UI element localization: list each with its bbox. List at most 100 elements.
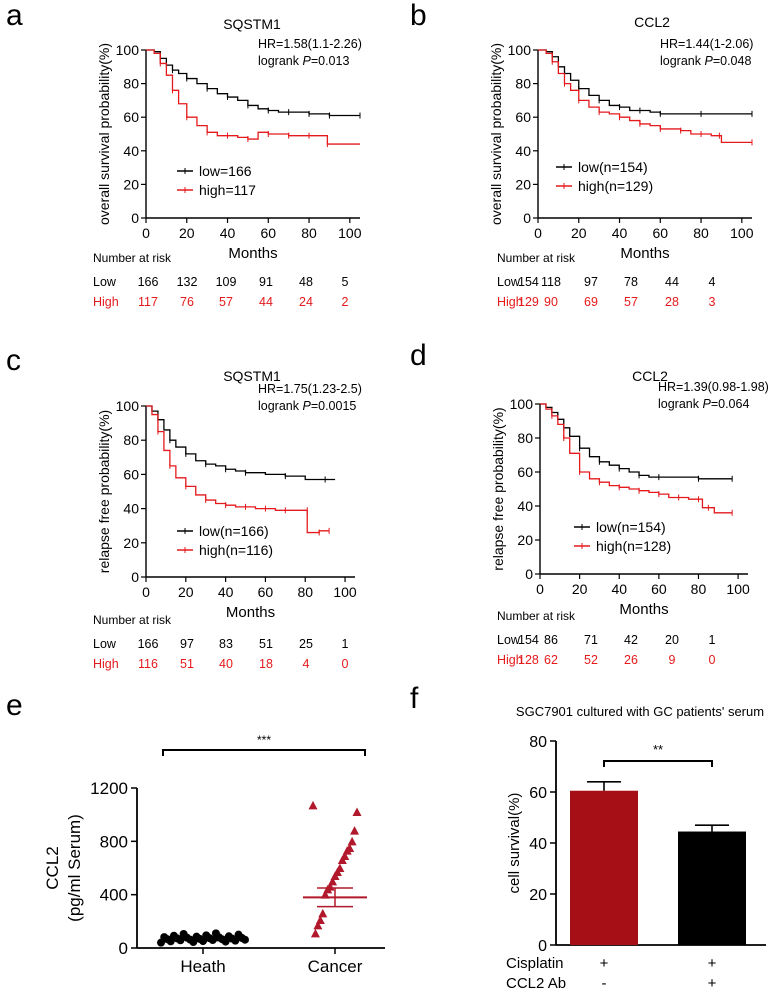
x-tick-label: 0 xyxy=(142,584,150,600)
x-tick-label: 40 xyxy=(611,581,627,597)
risk-value-low: 51 xyxy=(259,637,273,651)
y-tick-label: 80 xyxy=(529,734,547,751)
data-point xyxy=(179,930,188,938)
risk-value-low: 83 xyxy=(219,637,233,651)
x-tick-label: Heath xyxy=(180,957,225,976)
x-tick-label: 40 xyxy=(612,225,628,241)
y-tick-label: 100 xyxy=(116,398,140,414)
risk-value-high: 129 xyxy=(518,295,539,309)
risk-row-label-low: Low xyxy=(93,637,117,651)
data-point xyxy=(352,807,362,816)
y-axis-label: overall survival probability(%) xyxy=(96,43,112,225)
x-tick-label: 60 xyxy=(260,225,276,241)
y-axis-label: relapse free probability(%) xyxy=(96,410,112,573)
risk-value-low: 118 xyxy=(541,275,561,289)
censor-marks xyxy=(159,60,328,148)
legend-label: high(n=129) xyxy=(578,178,653,194)
risk-value-low: 132 xyxy=(177,275,198,289)
x-axis-label: Months xyxy=(619,601,668,618)
risk-value-low: 71 xyxy=(584,633,598,647)
risk-value-low: 5 xyxy=(342,275,349,289)
y-tick-label: 0 xyxy=(525,566,533,582)
y-tick-label: 40 xyxy=(123,501,139,517)
risk-value-high: 9 xyxy=(669,653,676,667)
km-panel-a: 0 20 40 60 80 100 0 20 40 60 80 100 SQSTM1 Months over… xyxy=(93,16,362,309)
risk-value-high: 52 xyxy=(584,653,598,667)
survival-curve-low xyxy=(146,405,336,481)
risk-value-high: 90 xyxy=(544,295,558,309)
risk-value-high: 57 xyxy=(219,295,233,309)
risk-value-high: 57 xyxy=(624,295,638,309)
y-tick-label: 20 xyxy=(515,176,531,192)
y-tick-label: 40 xyxy=(529,836,547,853)
y-tick-label: 0 xyxy=(131,569,139,585)
x-tick-label: 20 xyxy=(179,225,195,241)
y-tick-label: 60 xyxy=(515,109,531,125)
censor-marks xyxy=(551,412,733,516)
legend-label: low(n=154) xyxy=(596,519,666,535)
x-tick-label: 100 xyxy=(338,225,362,241)
x-tick-label: 100 xyxy=(730,225,754,241)
data-point xyxy=(337,855,347,864)
risk-value-low: 166 xyxy=(138,637,159,651)
y-tick-label: 60 xyxy=(517,464,533,480)
km-panel-d: 0 20 40 60 80 100 0 20 40 60 80 100 CCL2 Months relaps… xyxy=(490,368,769,667)
risk-value-low: 78 xyxy=(624,275,638,289)
risk-value-high: 44 xyxy=(259,295,273,309)
data-point xyxy=(202,931,211,940)
data-point xyxy=(318,908,328,918)
risk-table-header: Number at risk xyxy=(93,613,172,627)
panel-letter: f xyxy=(410,682,419,715)
logrank-p: logrank P=0.013 xyxy=(258,54,349,68)
y-tick-label: 20 xyxy=(517,532,533,548)
risk-value-low: 48 xyxy=(299,275,313,289)
risk-value-high: 4 xyxy=(303,657,310,671)
x-tick-label: Cancer xyxy=(308,957,363,976)
y-axis-label: overall survival probability(%) xyxy=(488,43,504,225)
y-tick-label: 800 xyxy=(100,832,128,851)
risk-row-label-high: High xyxy=(497,295,523,309)
data-point xyxy=(347,836,357,846)
risk-value-low: 97 xyxy=(180,637,194,651)
data-point xyxy=(169,931,178,940)
x-tick-label: 80 xyxy=(693,225,709,241)
risk-value-high: 69 xyxy=(584,295,598,309)
hazard-ratio: HR=1.44(1-2.06) xyxy=(660,37,753,51)
risk-value-high: 117 xyxy=(138,295,158,309)
logrank-p: logrank P=0.064 xyxy=(658,397,749,411)
risk-row-label-low: Low xyxy=(93,275,117,289)
panel-letter: d xyxy=(410,339,427,372)
censor-marks xyxy=(551,58,753,146)
risk-value-low: 1 xyxy=(709,633,716,647)
y-tick-label: 80 xyxy=(123,76,139,92)
risk-value-low: 86 xyxy=(544,633,558,647)
chart-title: SQSTM1 xyxy=(223,368,281,384)
x-tick-label: 80 xyxy=(297,584,313,600)
x-axis-label: Months xyxy=(620,245,669,262)
data-point xyxy=(234,930,243,939)
x-tick-label: 0 xyxy=(536,581,544,597)
risk-row-label-low: Low xyxy=(497,633,521,647)
y-tick-label: 80 xyxy=(123,432,139,448)
y-tick-label: 100 xyxy=(510,396,534,412)
y-tick-label: 60 xyxy=(529,785,547,802)
data-point xyxy=(310,928,320,938)
y-tick-label: 40 xyxy=(515,143,531,159)
risk-value-high: 26 xyxy=(624,653,638,667)
x-tick-label: 40 xyxy=(218,584,234,600)
y-tick-label: 0 xyxy=(538,938,547,955)
y-tick-label: 20 xyxy=(529,887,547,904)
y-tick-label: 100 xyxy=(116,42,140,58)
chart-title: CCL2 xyxy=(632,368,668,384)
condition-mark: + xyxy=(600,955,609,972)
data-point xyxy=(160,933,169,942)
y-tick-label: 80 xyxy=(517,430,533,446)
data-point xyxy=(211,929,220,938)
risk-value-low: 1 xyxy=(342,637,349,651)
hazard-ratio: HR=1.75(1.23-2.5) xyxy=(258,382,362,396)
risk-row-label-low: Low xyxy=(497,275,521,289)
y-tick-label: 0 xyxy=(131,210,139,226)
x-tick-label: 100 xyxy=(726,581,750,597)
data-point xyxy=(224,932,233,941)
